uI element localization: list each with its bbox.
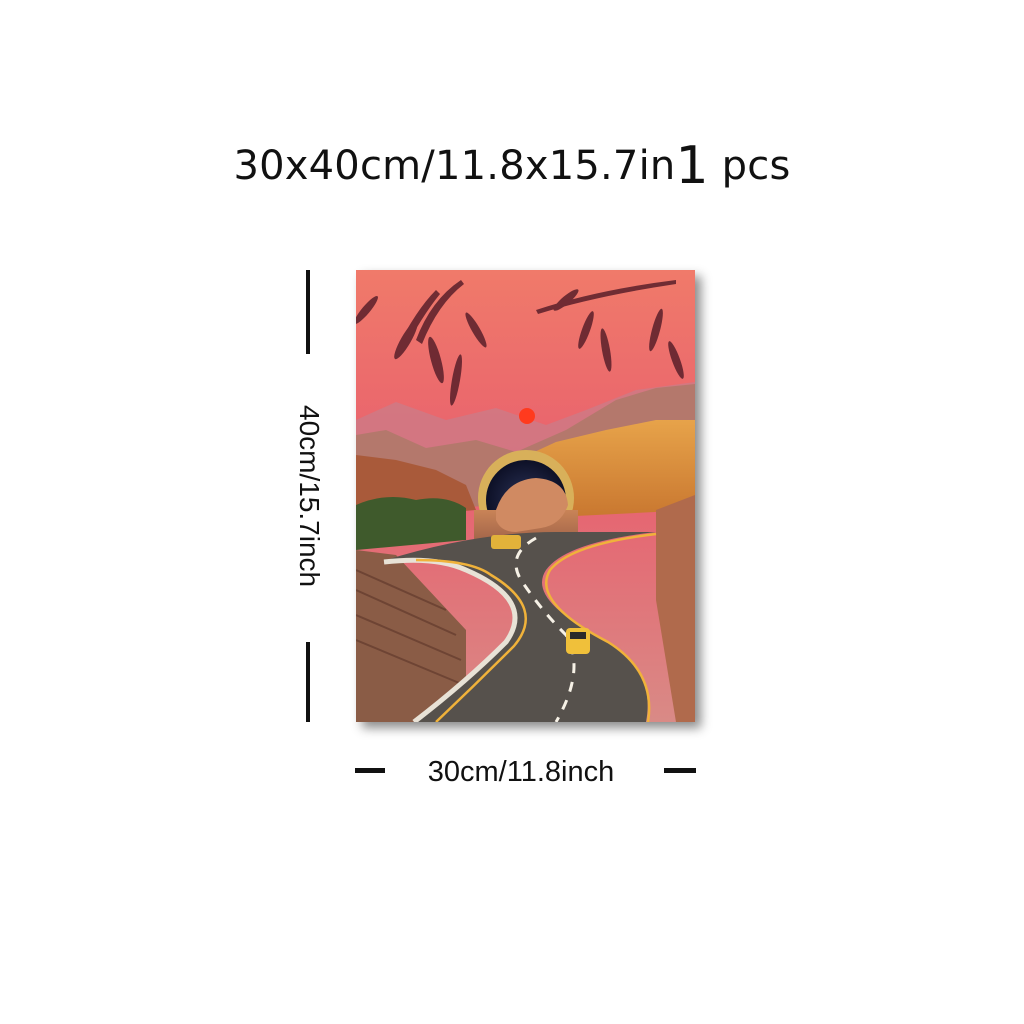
size-text: 30x40cm/11.8x15.7in	[233, 143, 676, 189]
road	[386, 532, 656, 722]
car-far	[491, 535, 521, 549]
right-cliff	[656, 495, 695, 722]
quantity-number: 1	[675, 136, 709, 196]
height-label: 40cm/15.7inch	[294, 404, 325, 588]
width-label: 30cm/11.8inch	[427, 756, 615, 788]
height-line-top	[306, 270, 310, 354]
hand	[496, 478, 568, 532]
height-line-bottom	[306, 642, 310, 722]
artwork-image	[356, 270, 695, 722]
product-size-title: 30x40cm/11.8x15.7in1 pcs	[0, 136, 1024, 196]
height-label-box: 40cm/15.7inch	[287, 376, 331, 616]
width-line-left	[355, 768, 385, 773]
sun	[519, 408, 535, 424]
road-edge-line	[545, 532, 657, 722]
canvas-print	[356, 270, 695, 722]
trees	[356, 496, 466, 550]
car-near	[566, 628, 590, 654]
width-line-right	[664, 768, 696, 773]
stone-wall	[356, 550, 466, 722]
quantity-unit: pcs	[721, 143, 791, 189]
branch-foliage	[356, 280, 684, 406]
